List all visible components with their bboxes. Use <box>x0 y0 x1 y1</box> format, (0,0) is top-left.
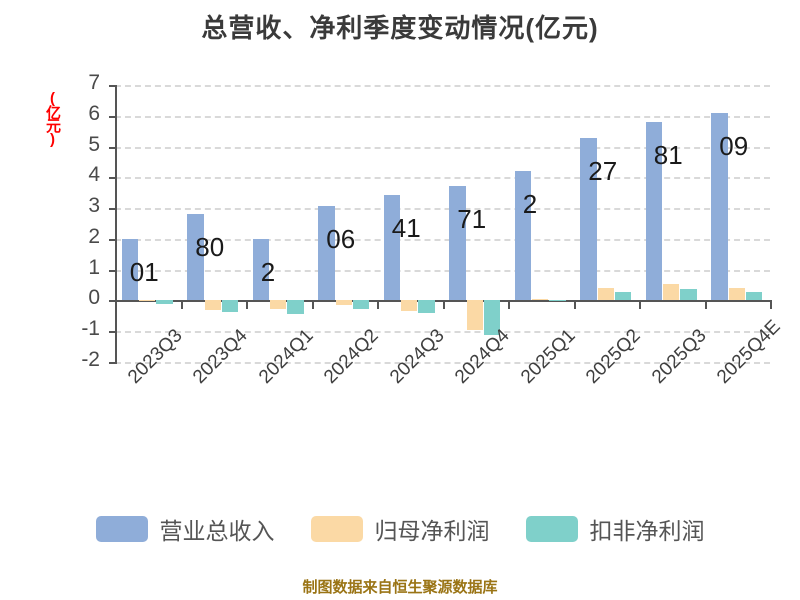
legend-swatch-icon <box>310 516 363 542</box>
y-tick-label: 4 <box>88 163 100 187</box>
bar-adjusted-net-profit-2025Q2[interactable] <box>614 291 632 301</box>
gridline <box>115 362 770 364</box>
bar-net-profit-2023Q4[interactable] <box>204 300 221 310</box>
x-tick-mark <box>639 300 641 309</box>
gridline <box>115 115 770 118</box>
y-tick-label: -2 <box>81 348 100 371</box>
y-tick-label: 5 <box>88 132 100 156</box>
y-tick-mark <box>109 331 117 334</box>
x-tick-mark <box>180 300 183 309</box>
bar-revenue-2023Q4[interactable] <box>187 214 204 301</box>
legend-label: 归母净利润 <box>374 518 490 544</box>
y-tick-label: 0 <box>88 286 100 310</box>
y-tick-mark <box>109 146 117 149</box>
y-tick-label: 3 <box>88 194 100 218</box>
bar-revenue-2023Q3[interactable] <box>121 238 138 301</box>
x-tick-mark <box>770 300 772 309</box>
x-tick-mark <box>508 300 510 309</box>
x-tick-mark <box>377 300 379 309</box>
y-tick-label: 6 <box>88 101 100 125</box>
legend-item-revenue[interactable]: 营业总收入 <box>95 512 275 546</box>
bar-adjusted-net-profit-2024Q2[interactable] <box>352 300 370 310</box>
gridline <box>115 85 770 87</box>
bar-adjusted-net-profit-2024Q3[interactable] <box>418 300 435 313</box>
bar-revenue-2025Q1[interactable] <box>514 170 531 301</box>
y-tick-mark <box>109 208 117 211</box>
x-tick-mark <box>442 300 445 309</box>
bar-revenue-2024Q2[interactable] <box>318 206 335 301</box>
bar-net-profit-2025Q3[interactable] <box>663 283 680 301</box>
bar-adjusted-net-profit-2023Q4[interactable] <box>221 300 239 313</box>
y-tick-label: 1 <box>88 255 100 279</box>
bar-net-profit-2024Q3[interactable] <box>401 300 418 312</box>
legend-label: 扣非净利润 <box>589 518 705 544</box>
y-axis-line <box>115 85 117 362</box>
x-tick-mark <box>311 300 314 309</box>
bar-adjusted-net-profit-2025Q3[interactable] <box>680 289 697 301</box>
bar-adjusted-net-profit-2024Q4[interactable] <box>483 300 501 336</box>
y-tick-mark <box>109 177 117 180</box>
gridline <box>115 208 770 211</box>
y-axis-title: (亿元) <box>44 90 61 146</box>
legend-item-net-profit[interactable]: 归母净利润 <box>310 512 490 546</box>
plot-area: 01 80 2 06 41 71 2 27 81 09 <box>115 85 770 364</box>
gridline <box>115 238 770 241</box>
y-tick-mark <box>109 85 117 87</box>
bar-net-profit-2024Q2[interactable] <box>335 300 352 306</box>
x-tick-mark <box>573 300 576 309</box>
y-tick-mark <box>109 300 117 303</box>
bar-revenue-2024Q3[interactable] <box>383 195 400 301</box>
legend-swatch-icon <box>95 516 148 542</box>
bar-revenue-2024Q1[interactable] <box>252 239 269 301</box>
gridline <box>115 269 770 272</box>
bar-adjusted-net-profit-2024Q1[interactable] <box>287 300 304 315</box>
bar-revenue-2025Q2[interactable] <box>580 138 597 301</box>
gridline <box>115 331 770 334</box>
legend: 营业总收入 归母净利润 扣非净利润 <box>0 512 800 546</box>
gridline <box>115 146 770 149</box>
gridline <box>115 177 770 180</box>
x-tick-mark <box>704 300 707 309</box>
chart-footer: 制图数据来自恒生聚源数据库 <box>302 579 498 596</box>
bar-net-profit-2025Q1[interactable] <box>532 299 549 301</box>
y-tick-label: -1 <box>81 317 100 341</box>
legend-item-adjusted-net-profit[interactable]: 扣非净利润 <box>525 512 705 546</box>
legend-label: 营业总收入 <box>159 518 275 544</box>
y-tick-label: 2 <box>88 224 100 248</box>
bar-adjusted-net-profit-2025Q1[interactable] <box>549 300 566 302</box>
legend-swatch-icon <box>525 516 578 542</box>
bar-net-profit-2025Q2[interactable] <box>597 287 614 301</box>
y-tick-mark <box>109 269 117 272</box>
bar-net-profit-2024Q4[interactable] <box>466 300 483 330</box>
plot-background <box>115 85 770 362</box>
bar-net-profit-2023Q3[interactable] <box>139 300 156 302</box>
bar-net-profit-2025Q4E[interactable] <box>728 287 745 301</box>
bar-net-profit-2024Q1[interactable] <box>270 300 287 310</box>
x-tick-mark <box>246 300 248 309</box>
y-tick-mark <box>109 238 117 241</box>
bar-adjusted-net-profit-2025Q4E[interactable] <box>745 291 763 301</box>
y-tick-mark <box>109 115 117 118</box>
chart-title: 总营收、净利季度变动情况(亿元) <box>201 13 599 43</box>
bar-revenue-2024Q4[interactable] <box>449 186 466 301</box>
bar-revenue-2025Q3[interactable] <box>645 121 662 301</box>
y-tick-mark <box>109 362 117 364</box>
bar-revenue-2025Q4E[interactable] <box>711 113 728 301</box>
x-tick-mark <box>115 300 117 309</box>
y-tick-label: 7 <box>88 71 100 94</box>
bar-adjusted-net-profit-2023Q3[interactable] <box>156 300 173 304</box>
